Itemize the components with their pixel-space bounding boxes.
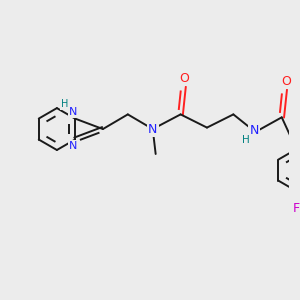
Text: O: O	[180, 72, 190, 85]
Text: N: N	[250, 124, 259, 137]
Text: F: F	[293, 202, 300, 215]
Text: H: H	[242, 135, 250, 146]
Text: N: N	[69, 107, 77, 117]
Text: N: N	[69, 141, 77, 151]
Text: O: O	[281, 75, 291, 88]
Text: H: H	[61, 99, 68, 109]
Text: N: N	[148, 123, 158, 136]
